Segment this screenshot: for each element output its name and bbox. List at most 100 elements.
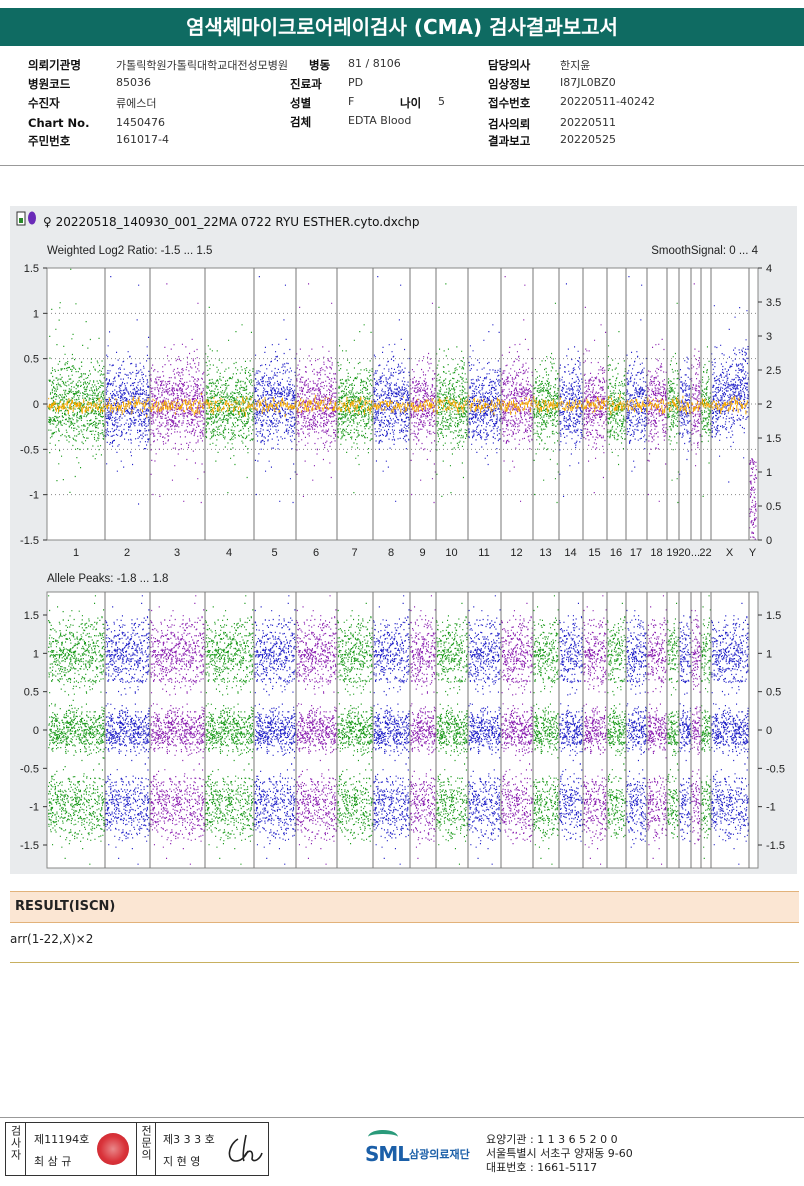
tester-name: 최 삼 규: [34, 1155, 72, 1168]
chart-file-name: ♀ 20220518_140930_001_22MA 0722 RYU ESTH…: [43, 215, 419, 229]
result-divider: [10, 962, 799, 963]
logo-org-name: 삼광의료재단: [409, 1148, 470, 1161]
top-ytick-label: -0.5: [20, 444, 39, 456]
allele-peak-points-chr...: [691, 609, 702, 845]
chart-label: Chart No.: [28, 116, 90, 130]
request-value: 20220511: [560, 116, 616, 129]
patient-info: 의뢰기관명 가톨릭학원가톨릭대학교대전성모병원 병원코드 85036 수진자 류…: [0, 48, 804, 166]
specialist-column-label: 전문의: [136, 1123, 156, 1175]
chromosome-label: ...: [691, 547, 700, 559]
top-right-ytick-label: 3: [766, 331, 772, 343]
dept-label: 진료과: [290, 77, 322, 91]
chromosome-label: 15: [588, 547, 600, 559]
bottom-right-ytick-label: 1.5: [766, 610, 781, 622]
allele-peak-points-chr17: [626, 609, 648, 848]
file-icon: [16, 211, 36, 226]
specialist-license: 제3 3 3 호: [163, 1133, 215, 1146]
log2-ratio-points-chr20: [679, 356, 691, 475]
top-ytick-label: 0: [33, 399, 39, 411]
code-label: 병원코드: [28, 77, 71, 91]
top-ytick-label: 1.5: [24, 263, 39, 275]
specialist-column-text: 전문의: [139, 1125, 153, 1161]
top-right-ytick-label: 2: [766, 399, 772, 411]
chromosome-label: X: [726, 547, 734, 559]
request-label: 검사의뢰: [488, 117, 531, 131]
chromosome-label: 6: [313, 547, 319, 559]
top-ytick-label: -1.5: [20, 535, 39, 547]
chart-value: 1450476: [116, 116, 165, 129]
allele-peak-points-chr3: [150, 595, 206, 865]
dept-value: PD: [348, 76, 364, 89]
code-value: 85036: [116, 76, 151, 89]
sml-logo: SML 삼광의료재단: [365, 1128, 485, 1170]
footer-line-2: 서울특별시 서초구 양재동 9-60: [486, 1147, 633, 1160]
tester-license: 제11194호: [34, 1133, 90, 1146]
clinical-label: 임상정보: [488, 77, 531, 91]
specialist-signature: [228, 1134, 263, 1162]
bottom-ytick-label: -0.5: [20, 763, 39, 775]
rrn-label: 주민번호: [28, 134, 71, 148]
bottom-ytick-label: 1.5: [24, 610, 39, 622]
specimen-value: EDTA Blood: [348, 114, 412, 127]
allele-peak-points-chr2: [105, 595, 151, 865]
age-value: 5: [438, 95, 445, 108]
log2-ratio-points-chrY: [749, 458, 757, 540]
bottom-ytick-label: 0.5: [24, 687, 39, 699]
top-ytick-label: 1: [33, 308, 39, 320]
result-text: arr(1-22,X)×2: [10, 932, 94, 946]
sex-label: 성별: [290, 96, 312, 110]
chromosome-label: 20: [678, 547, 690, 559]
accession-label: 접수번호: [488, 96, 531, 110]
chromosome-label: 1: [73, 547, 79, 559]
allele-peak-points-chr18: [647, 595, 668, 865]
log2-ratio-plot: 1.510.50-0.5-1-1.543.532.521.510.501 2 3 4 5…: [20, 263, 781, 559]
top-panel-label: Weighted Log2 Ratio: -1.5 ... 1.5: [47, 245, 212, 257]
chromosome-label: 16: [610, 547, 622, 559]
allele-peak-points-chr4: [205, 595, 255, 865]
report-value: 20220525: [560, 133, 616, 146]
log2-ratio-points-chr9: [410, 302, 437, 504]
allele-peak-points-chr20: [679, 615, 692, 842]
log2-ratio-points-chr14: [559, 283, 584, 497]
specimen-label: 검체: [290, 115, 312, 129]
allele-peak-points-chr6: [296, 595, 338, 865]
chromosome-label: 7: [351, 547, 357, 559]
rrn-value: 161017-4: [116, 133, 169, 146]
allele-peak-points-chr15: [583, 595, 608, 865]
allele-peak-points-chrX: [711, 602, 750, 865]
name-label: 수진자: [28, 96, 60, 110]
allele-peak-points-chr14: [559, 602, 584, 842]
accession-value: 20220511-40242: [560, 95, 655, 108]
hospital-label: 의뢰기관명: [28, 58, 81, 72]
chromosome-label: 22: [699, 547, 711, 559]
bottom-right-ytick-label: -0.5: [766, 763, 785, 775]
chromosome-label: Y: [749, 547, 757, 559]
log2-ratio-points-chr3: [150, 283, 206, 504]
bottom-ytick-label: -1.5: [20, 840, 39, 852]
top-ytick-label: -1: [29, 490, 39, 502]
top-right-ytick-label: 1: [766, 467, 772, 479]
hospital-value: 가톨릭학원가톨릭대학교대전성모병원: [116, 59, 289, 72]
footer-line-3: 대표번호 : 1661-5117: [486, 1161, 598, 1174]
report-title: 염색체마이크로어레이검사 (CMA) 검사결과보고서: [0, 8, 804, 46]
bottom-right-ytick-label: -1: [766, 802, 776, 814]
top-right-ytick-label: 0: [766, 535, 772, 547]
allele-peak-points-chr16: [607, 602, 626, 839]
chromosome-label: 12: [510, 547, 522, 559]
bottom-right-ytick-label: -1.5: [766, 840, 785, 852]
bottom-ytick-label: 0: [33, 725, 39, 737]
allele-peak-points-chr7: [337, 602, 374, 845]
tester-seal: [97, 1133, 129, 1165]
chromosome-label: 18: [650, 547, 662, 559]
allele-peak-points-chr1: [48, 595, 106, 865]
footer-line-1: 요양기관 : 1 1 3 6 5 2 0 0: [486, 1133, 618, 1146]
specialist-name: 지 현 영: [163, 1155, 201, 1168]
log2-ratio-points-chr4: [205, 306, 255, 494]
bottom-ytick-label: -1: [29, 802, 39, 814]
top-right-ytick-label: 3.5: [766, 297, 781, 309]
bottom-panel-label: Allele Peaks: -1.8 ... 1.8: [47, 573, 168, 585]
logo-arc-icon: [368, 1130, 398, 1144]
tester-column-text: 검사자: [9, 1125, 22, 1161]
bottom-right-ytick-label: 0.5: [766, 687, 781, 699]
log2-ratio-points-chr17: [626, 276, 648, 472]
